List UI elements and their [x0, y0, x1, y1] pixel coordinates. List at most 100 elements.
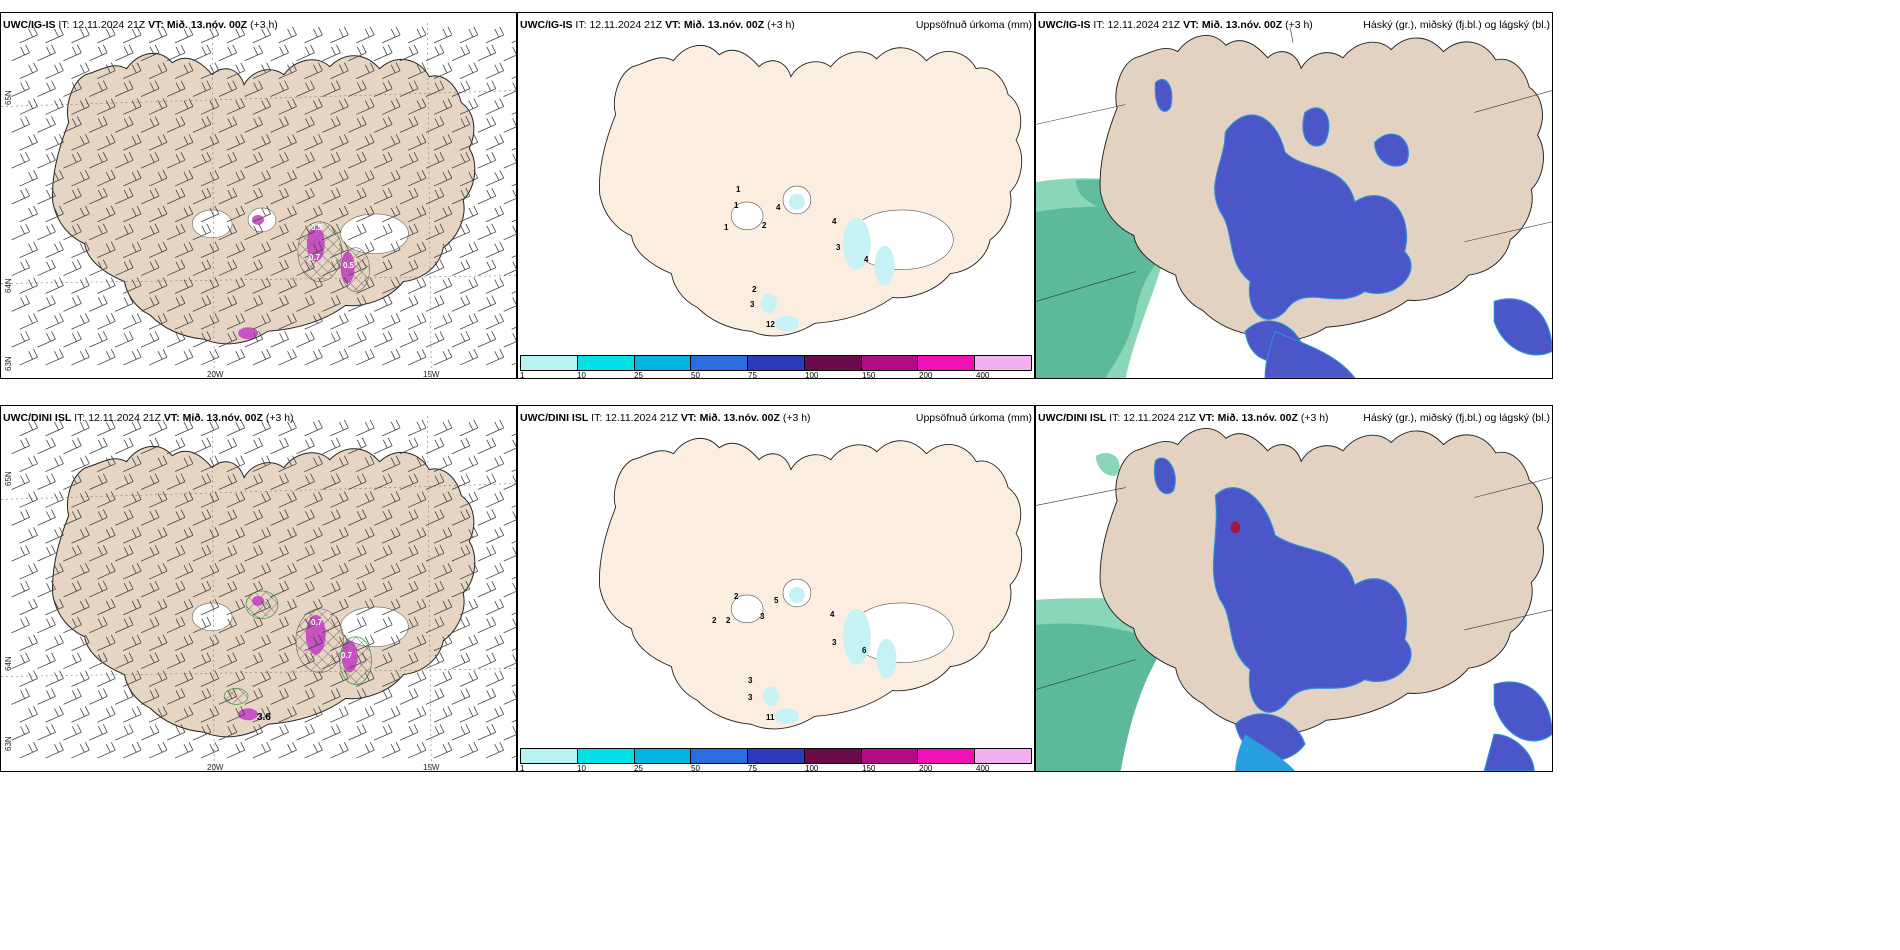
wind-barb	[45, 455, 64, 473]
wind-barb	[252, 98, 271, 115]
wind-barb	[356, 313, 375, 330]
wind-barb	[123, 491, 142, 508]
wind-barb	[304, 527, 323, 544]
wind-barb	[425, 473, 445, 490]
wind-barb	[192, 652, 212, 669]
wind-barb	[304, 491, 323, 508]
wind-barb	[244, 259, 264, 276]
wind-barb	[407, 741, 427, 759]
wind-barb	[459, 169, 479, 187]
wind-barb	[503, 118, 516, 133]
colorbar-tick: 100	[805, 764, 819, 772]
lon-label: 15W	[423, 370, 440, 379]
wind-barb	[477, 259, 497, 276]
wind-barb	[11, 616, 30, 634]
wind-barb	[399, 331, 419, 348]
wind-barb	[115, 688, 134, 705]
precip-value: 2	[712, 616, 717, 625]
wind-barb	[115, 152, 134, 169]
wind-barb	[348, 331, 367, 348]
wind-barb	[399, 652, 419, 669]
wind-barb	[459, 277, 479, 294]
wind-barb	[330, 598, 349, 616]
wind-barb	[270, 80, 289, 97]
wind-barb	[218, 545, 238, 562]
precip-value: 5	[774, 596, 779, 605]
wind-barb	[218, 295, 238, 312]
wind-barb	[45, 169, 64, 187]
wind-barb	[296, 152, 315, 169]
wind-barb	[348, 473, 367, 490]
wind-barb	[304, 634, 323, 652]
wind-barb	[45, 670, 64, 687]
wind-barb	[63, 616, 82, 634]
wind-barb	[115, 223, 134, 241]
wind-barb	[11, 652, 30, 669]
colorbar-labels: 1 10 25 50 75 100 150 200 400	[520, 371, 1032, 379]
wind-barb	[374, 509, 393, 526]
wind-barb	[278, 455, 297, 473]
colorbar-tick: 10	[577, 371, 586, 379]
wind-barb	[477, 152, 497, 169]
wind-barb	[166, 116, 186, 133]
wind-barb	[19, 313, 38, 330]
wind-barb	[166, 724, 186, 741]
wind-barb	[330, 706, 349, 723]
colorbar-tick: 50	[691, 371, 700, 379]
wind-barb	[45, 634, 64, 652]
wind-barb	[19, 455, 38, 473]
wind-barb	[115, 616, 134, 634]
wind-barb	[399, 44, 419, 62]
wind-barb	[425, 223, 445, 241]
wind-barb	[200, 598, 220, 616]
wind-barb	[11, 152, 30, 169]
wind-barb	[270, 295, 289, 312]
wind-barb	[115, 473, 134, 490]
wind-barb	[252, 455, 271, 473]
wind-barb	[399, 616, 419, 634]
wind-barb	[270, 44, 289, 62]
wind-barb	[433, 670, 453, 687]
lat-label: 63N	[4, 356, 13, 371]
wind-barb	[477, 688, 497, 705]
wind-barb	[407, 491, 427, 508]
colorbar-labels: 1 10 25 50 75 100 150 200 400	[520, 764, 1032, 772]
wind-barb	[71, 562, 90, 580]
wind-barb	[322, 473, 341, 490]
wind-barb	[123, 706, 142, 723]
wind-barb	[174, 241, 194, 259]
wind-barb	[226, 491, 246, 508]
wind-barb	[374, 545, 393, 562]
wind-barb	[278, 241, 297, 259]
colorbar-segment	[577, 749, 635, 763]
wind-barb	[123, 634, 142, 652]
wind-barb	[192, 688, 212, 705]
wind-barb	[200, 98, 220, 115]
wind-barb	[348, 80, 367, 97]
wind-barb	[433, 455, 453, 473]
wind-barb	[166, 80, 186, 97]
wind-barb	[166, 437, 186, 455]
wind-barb	[270, 116, 289, 133]
wind-barb	[399, 473, 419, 490]
wind-barb	[192, 259, 212, 276]
wind-barb	[374, 44, 393, 62]
wind-barb	[477, 509, 497, 526]
wind-barb	[89, 473, 108, 490]
wind-barb	[63, 295, 82, 312]
colorbar-segment	[577, 356, 635, 370]
wind-barb	[63, 187, 82, 205]
wind-barb	[63, 509, 82, 526]
wind-barb	[425, 580, 445, 598]
wind-barb	[459, 491, 479, 508]
wind-barb	[19, 277, 38, 294]
wind-barb	[123, 598, 142, 616]
wind-barb	[503, 154, 516, 169]
wind-barb	[511, 684, 516, 687]
wind-barb	[503, 654, 516, 669]
wind-barb	[270, 545, 289, 562]
wind-barb	[322, 616, 341, 634]
wind-barb	[330, 348, 349, 366]
wind-barb	[270, 652, 289, 669]
wind-barb	[451, 652, 471, 669]
